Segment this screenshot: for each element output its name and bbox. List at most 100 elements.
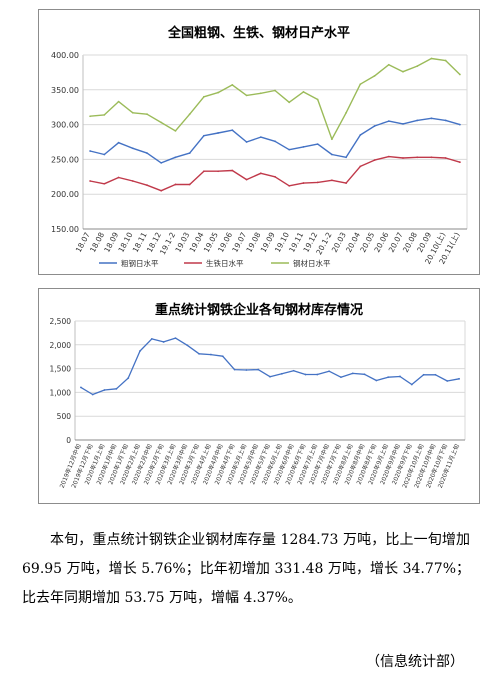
data-point <box>245 94 248 97</box>
y-tick-label: 150.00 <box>51 225 79 234</box>
data-point <box>330 138 333 141</box>
data-point <box>302 90 305 93</box>
data-point <box>373 125 376 127</box>
data-point <box>330 179 333 182</box>
data-point <box>186 344 189 347</box>
data-point <box>363 373 366 376</box>
data-point <box>430 117 433 120</box>
data-point <box>217 170 220 173</box>
data-point <box>174 337 177 340</box>
data-point <box>188 113 191 116</box>
data-point <box>115 387 118 390</box>
data-point <box>373 159 376 161</box>
data-point <box>328 370 330 373</box>
data-point <box>160 121 163 124</box>
data-point <box>410 383 413 386</box>
data-point <box>202 170 205 173</box>
data-point <box>387 120 390 123</box>
y-tick-label: 1,500 <box>50 365 72 374</box>
data-point <box>345 111 348 114</box>
data-point <box>160 189 163 192</box>
y-tick-label: 300.00 <box>51 121 79 130</box>
data-point <box>231 84 234 86</box>
series-line-2 <box>89 155 461 192</box>
source-note: （信息统计部） <box>366 654 464 670</box>
data-point <box>146 184 148 187</box>
daily-output-plot: 150.00200.00250.00300.00350.00400.0018.0… <box>51 51 468 268</box>
data-point <box>103 153 106 156</box>
data-point <box>202 95 205 98</box>
data-point <box>345 156 348 159</box>
data-point <box>446 380 449 382</box>
data-point <box>89 180 92 182</box>
data-point <box>288 101 291 104</box>
legend-label: 生铁日水平 <box>206 258 244 268</box>
data-point <box>259 92 262 95</box>
data-point <box>402 123 404 125</box>
data-point <box>302 145 305 148</box>
data-point <box>274 89 276 92</box>
data-point <box>387 155 390 158</box>
data-point <box>340 376 342 379</box>
data-point <box>458 73 461 76</box>
data-point <box>416 119 419 122</box>
data-point <box>292 369 295 372</box>
y-tick-label: 500 <box>57 412 72 421</box>
data-point <box>198 352 200 355</box>
data-point <box>288 148 291 151</box>
data-point <box>444 157 447 159</box>
data-point <box>458 161 461 164</box>
data-point <box>221 355 224 358</box>
data-point <box>304 373 307 376</box>
data-point <box>131 180 134 182</box>
data-point <box>117 176 120 179</box>
data-point <box>117 100 120 103</box>
data-point <box>245 178 248 181</box>
data-point <box>131 111 134 114</box>
data-point <box>302 182 305 184</box>
data-point <box>280 372 283 375</box>
y-tick-label: 200.00 <box>51 190 79 199</box>
data-point <box>274 175 276 178</box>
data-point <box>257 368 260 371</box>
y-tick-label: 2,000 <box>50 341 72 350</box>
data-point <box>345 182 348 184</box>
data-point <box>150 337 153 340</box>
y-tick-label: 250.00 <box>51 155 79 164</box>
data-point <box>202 134 205 137</box>
data-point <box>217 91 220 94</box>
data-point <box>434 373 437 376</box>
data-point <box>316 181 319 184</box>
data-point <box>359 134 362 136</box>
data-point <box>89 150 92 152</box>
data-point <box>217 132 220 134</box>
data-point <box>430 57 433 60</box>
data-point <box>387 63 390 66</box>
daily-output-chart: 全国粗钢、生铁、钢材日产水平 150.00 200.00 250.00 300.00 3… <box>38 9 480 275</box>
data-point <box>416 156 419 159</box>
data-point <box>80 386 82 389</box>
data-point <box>89 115 92 118</box>
chart-title: 重点统计钢铁企业各旬钢材库存情况 <box>154 303 363 318</box>
data-point <box>269 375 271 378</box>
data-point <box>188 183 191 186</box>
data-point <box>373 74 376 77</box>
data-point <box>316 143 319 145</box>
data-point <box>233 368 236 371</box>
y-tick-label: 1,000 <box>50 388 72 397</box>
data-point <box>259 172 262 175</box>
data-point <box>330 153 333 156</box>
legend-label: 钢材日水平 <box>293 258 331 268</box>
data-point <box>127 377 130 380</box>
data-point <box>422 373 425 376</box>
data-point <box>131 147 134 150</box>
data-point <box>402 70 404 73</box>
data-point <box>103 113 106 116</box>
data-point <box>351 372 354 375</box>
data-point <box>458 123 461 126</box>
data-point <box>359 83 362 86</box>
data-point <box>146 113 148 116</box>
data-point <box>316 373 319 376</box>
data-point <box>117 141 120 144</box>
data-point <box>103 389 106 391</box>
